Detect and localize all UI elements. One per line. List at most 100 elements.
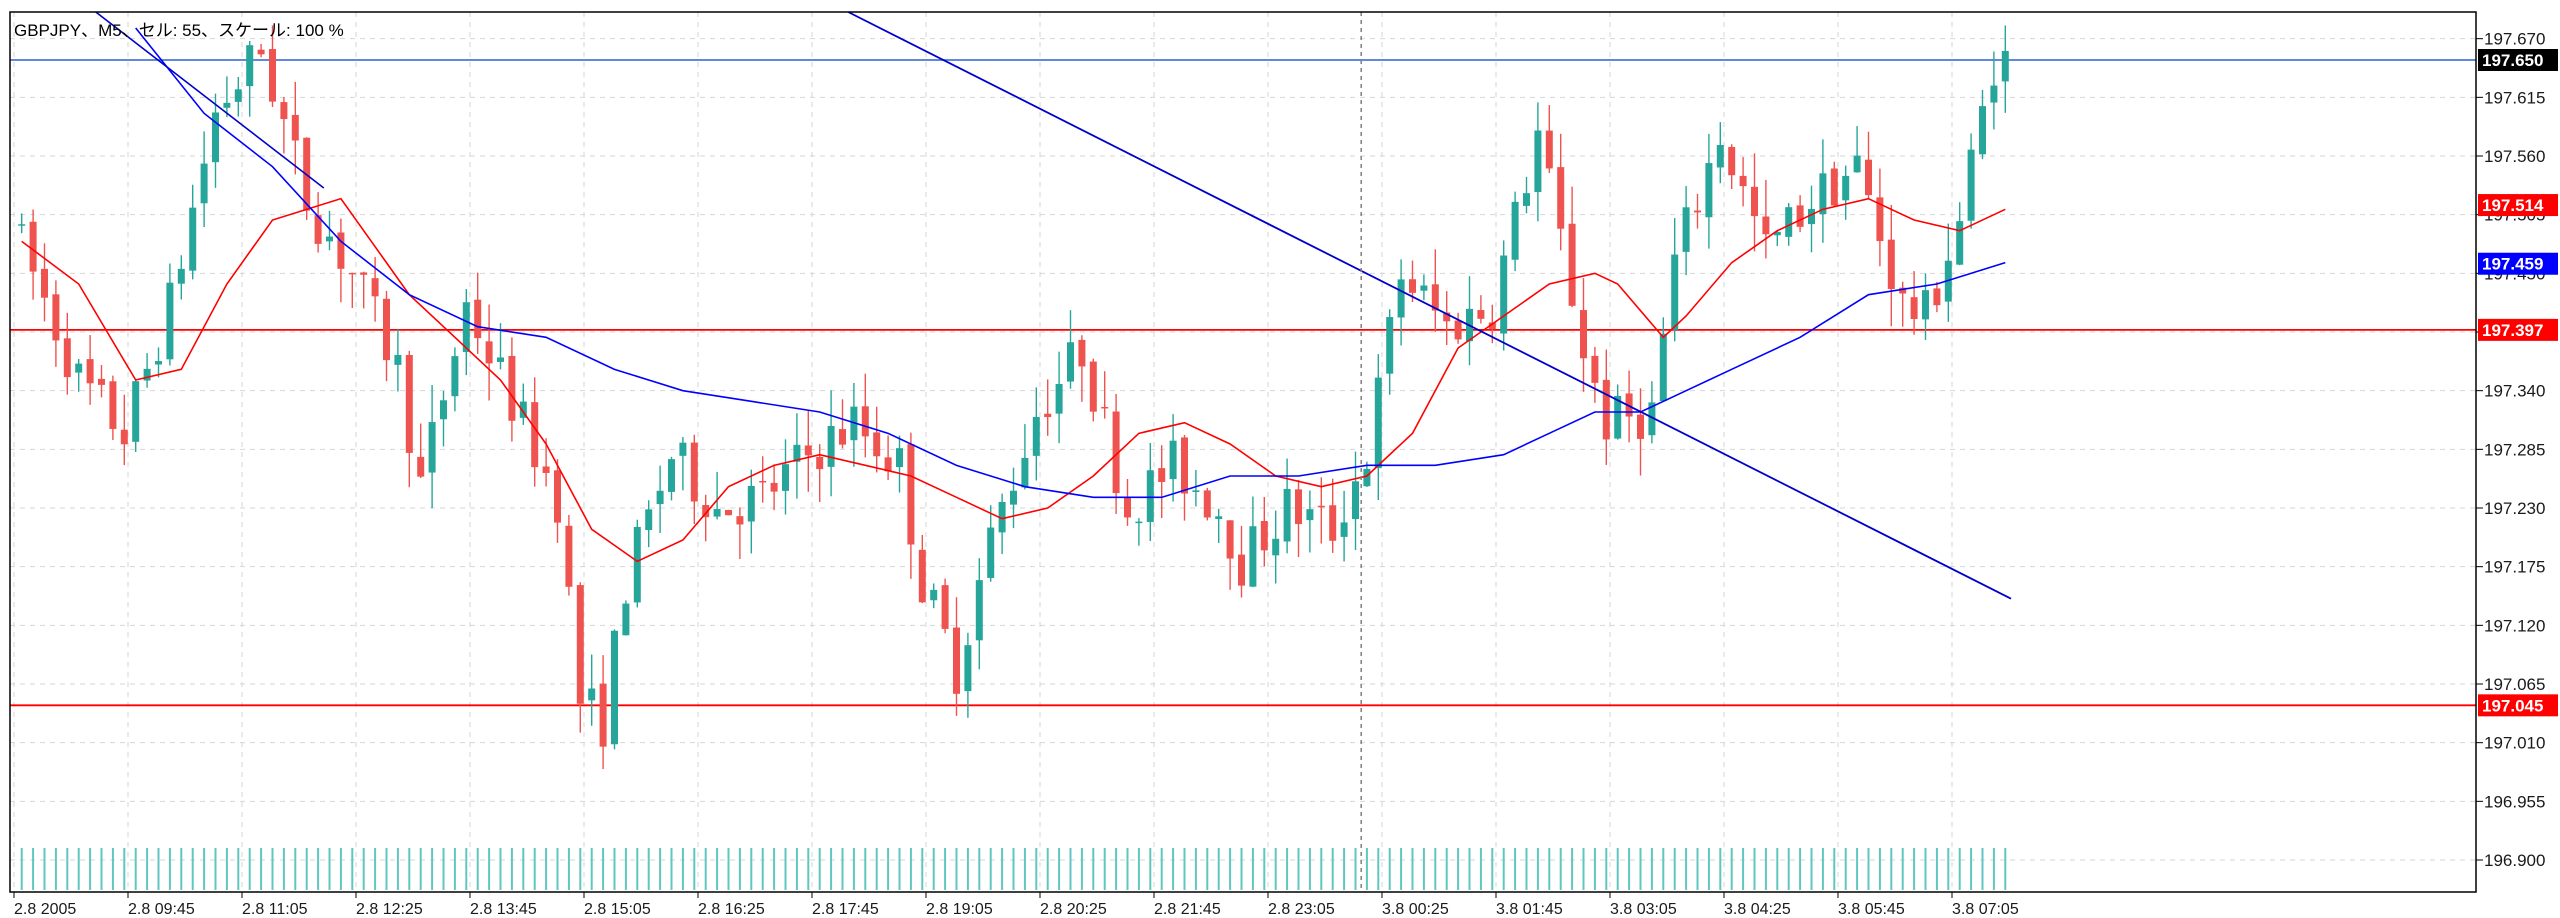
candle-bear (941, 578, 949, 634)
x-tick-label: 2.8 20:25 (1040, 901, 1107, 918)
candle-body (1739, 175, 1747, 187)
candle-body (166, 282, 174, 360)
candle-body (280, 102, 288, 120)
plot-frame (9, 11, 2477, 893)
candle-body (839, 429, 846, 445)
candle-body (1796, 205, 1804, 227)
candle-bull (633, 519, 641, 608)
candle-body (702, 504, 710, 518)
candle-bull (1192, 469, 1200, 507)
candle-bull (1671, 218, 1679, 342)
price-marker-box (2478, 49, 2558, 71)
candle-body (1078, 339, 1086, 367)
candle-bear (1101, 371, 1109, 419)
candle-bear (804, 409, 812, 492)
candle-body (531, 402, 539, 468)
candle-body (907, 444, 915, 545)
candle-body (656, 490, 664, 505)
candle-bull (1021, 424, 1029, 490)
candle-body (987, 527, 995, 578)
candle-body (1819, 173, 1827, 215)
candle-bull (1374, 354, 1382, 501)
candle-bull (1055, 351, 1063, 444)
candle-bear (531, 377, 539, 487)
candle-body (736, 516, 744, 525)
candle-bull (1215, 508, 1223, 543)
candle-bull (896, 435, 903, 493)
trendlines[interactable] (95, 11, 2012, 600)
candle-body (1352, 481, 1359, 520)
y-tick-label: 197.065 (2484, 675, 2545, 694)
candle-body (1762, 216, 1770, 235)
candle-bear (1830, 161, 1838, 207)
candle-body (747, 485, 755, 522)
candle-bull (1135, 518, 1143, 546)
time-axis[interactable]: 2.8 2005 2.8 09:45 2.8 11:05 2.8 12:25 2.8 1… (13, 892, 2019, 918)
candle-bull (75, 359, 83, 392)
candle-bear (599, 655, 607, 770)
candle-bear (1751, 153, 1758, 252)
x-tick-label: 2.8 13:45 (470, 901, 537, 918)
y-tick-label: 197.670 (2484, 30, 2545, 49)
candle-bull (1146, 443, 1154, 542)
candle-body (1021, 457, 1029, 488)
candle-bull (1306, 490, 1314, 553)
candle-body (1899, 287, 1907, 294)
candle-bear (1580, 278, 1587, 392)
y-tick-label: 197.615 (2484, 88, 2545, 107)
candle-bull (1979, 89, 1986, 160)
candle-bull (1819, 139, 1827, 243)
candle-body (508, 355, 516, 421)
candle-body (1146, 470, 1154, 522)
candle-body (189, 207, 197, 271)
candle-bear (1203, 487, 1211, 521)
candle-body (314, 215, 322, 244)
price-axis[interactable]: 197.670197.615197.560197.505197.450197.3… (2476, 30, 2545, 870)
candle-bear (1591, 346, 1599, 403)
candle-bull (18, 213, 26, 234)
candle-body (1716, 145, 1724, 168)
candle-body (713, 509, 721, 517)
candle-bear (86, 335, 94, 405)
candle-body (269, 49, 276, 102)
candle-body (1671, 254, 1679, 330)
candle-bear (63, 312, 71, 395)
candle-body (212, 112, 219, 163)
candle-body (1842, 175, 1850, 201)
candle-bear (1329, 478, 1337, 553)
candle-body (405, 354, 413, 453)
candle-body (462, 302, 470, 352)
candle-bull (2001, 25, 2009, 113)
candle-body (1682, 207, 1690, 252)
candle-body (1614, 395, 1622, 439)
candle-body (1272, 538, 1280, 556)
candle-body (223, 102, 231, 108)
candle-bull (1397, 259, 1405, 346)
candle-bear (736, 507, 744, 559)
candle-body (1112, 411, 1120, 494)
candle-body (1705, 163, 1713, 218)
candle-bull (679, 437, 687, 491)
candle-bull (189, 184, 197, 280)
candle-body (1637, 414, 1644, 439)
candle-bull (1808, 185, 1815, 253)
y-tick-label: 197.230 (2484, 499, 2545, 518)
price-marker: 197.459 (2478, 252, 2558, 275)
candle-body (1431, 284, 1439, 311)
price-marker-label: 197.045 (2482, 696, 2543, 715)
y-tick-label: 197.175 (2484, 558, 2545, 577)
candle-bull (1272, 510, 1280, 584)
x-tick-label: 2.8 09:45 (128, 901, 195, 918)
candle-body (1580, 310, 1587, 359)
candle-body (257, 49, 265, 55)
candle-bull (440, 391, 447, 447)
candle-bull (200, 131, 208, 228)
candle-body (1488, 322, 1496, 330)
candle-body (1511, 201, 1519, 260)
candle-bear (417, 423, 425, 479)
candle-bull (212, 93, 219, 188)
candle-bull (930, 583, 938, 609)
candle-body (1568, 223, 1576, 306)
price-marker-label: 197.397 (2482, 321, 2543, 340)
